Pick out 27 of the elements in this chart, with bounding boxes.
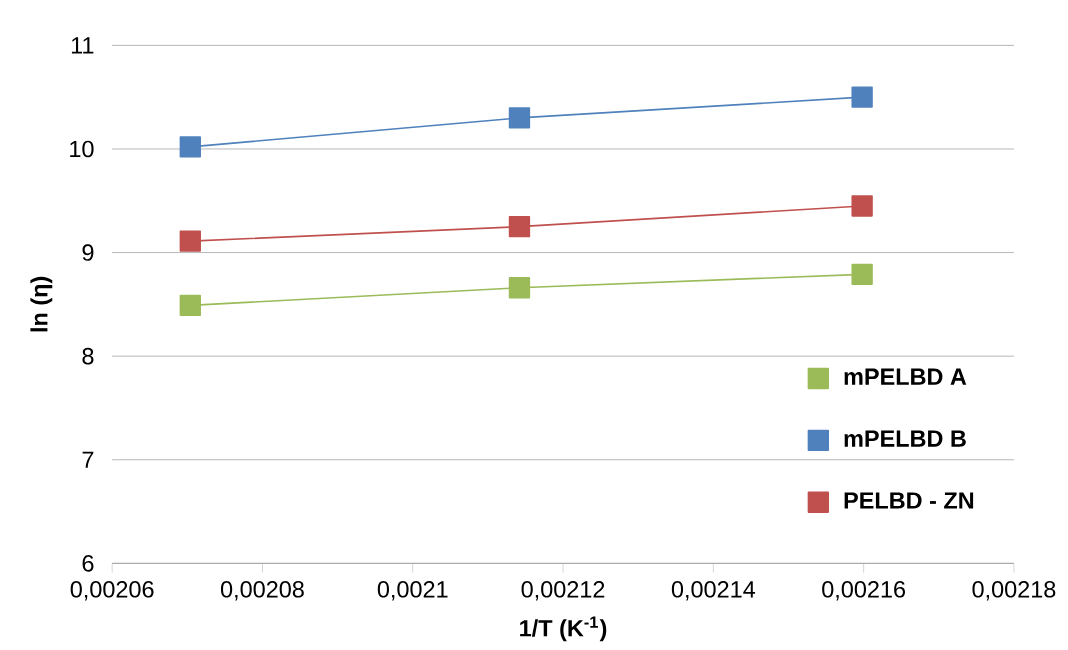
y-tick-label: 10	[70, 140, 94, 158]
point	[851, 195, 873, 217]
legend-label: PELBD - ZN	[844, 492, 974, 509]
x-tick-label: 0,00218	[972, 580, 1056, 601]
y-tick-label: 11	[71, 37, 94, 54]
y-tick-label: 9	[82, 244, 94, 261]
x-tick-label: 0,00216	[822, 580, 906, 601]
x-axis-title: 1/T (K$^{-1}$)	[520, 616, 607, 642]
x-tick-label: 0,0021	[377, 580, 448, 601]
point	[508, 277, 531, 299]
y-tick-label: 6	[82, 554, 94, 572]
point	[851, 263, 873, 285]
legend-label: mPELBD B	[844, 430, 966, 447]
legend-label: mPELBD A	[844, 368, 967, 385]
y-tick-label: 7	[82, 451, 94, 468]
y-axis-title: ln (η)	[30, 276, 53, 332]
x-tick-label: 0,00208	[220, 580, 304, 601]
point	[179, 136, 201, 158]
point	[179, 230, 201, 252]
point	[508, 107, 531, 129]
x-tick-label: 0,00212	[521, 580, 605, 601]
x-tick-label: 0,00214	[671, 580, 756, 601]
x-tick-label: 0,00206	[70, 580, 154, 601]
point	[508, 215, 531, 238]
point	[179, 294, 201, 317]
point	[851, 86, 873, 108]
y-tick-label: 8	[82, 347, 94, 365]
